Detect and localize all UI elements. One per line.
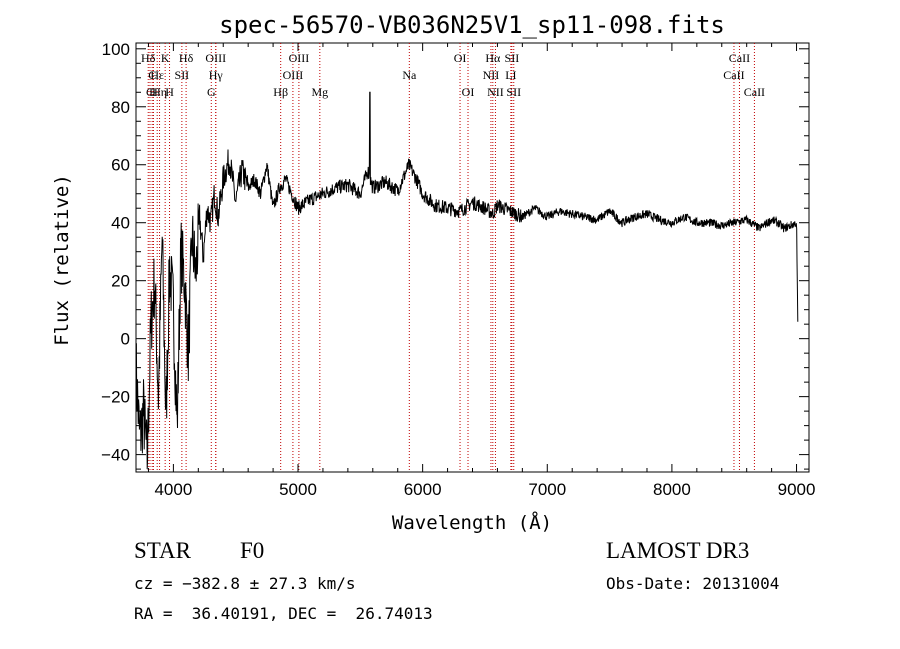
flux-line — [135, 91, 799, 470]
line-label: Hδ — [141, 51, 156, 65]
line-label: OIII — [289, 51, 310, 65]
line-label: C — [146, 85, 154, 99]
x-tick-label: 9000 — [778, 480, 816, 499]
y-tick-label: 40 — [111, 214, 130, 233]
y-tick-label: 100 — [102, 40, 130, 59]
line-label: H — [165, 85, 174, 99]
y-tick-label: −20 — [101, 388, 130, 407]
line-label: K — [161, 51, 170, 65]
line-label: Mg — [311, 85, 328, 99]
object-subclass: F0 — [240, 538, 265, 563]
x-axis-label: Wavelength (Å) — [392, 511, 552, 534]
line-label: SII — [505, 51, 520, 65]
y-tick-label: −40 — [101, 446, 130, 465]
line-label: Hη — [152, 85, 167, 99]
y-tick-label: 80 — [111, 98, 130, 117]
spectral-line-markers — [147, 43, 755, 472]
line-label: SII — [175, 68, 190, 82]
line-label: Na — [402, 68, 417, 82]
line-label: LI — [505, 68, 516, 82]
x-tick-label: 4000 — [154, 480, 192, 499]
y-tick-label: 0 — [121, 330, 130, 349]
line-label: SII — [506, 85, 521, 99]
observation-date: Obs-Date: 20131004 — [606, 574, 780, 593]
line-label: G — [207, 85, 216, 99]
y-tick-label: 60 — [111, 156, 130, 175]
flux-series — [135, 91, 799, 470]
chart-title: spec-56570-VB036N25V1_sp11-098.fits — [219, 11, 725, 39]
line-label: Hγ — [209, 68, 224, 82]
object-type: STAR — [134, 538, 191, 563]
line-label: NII — [487, 85, 504, 99]
line-label: OIII — [283, 68, 304, 82]
redshift-velocity: cz = −382.8 ± 27.3 km/s — [134, 574, 356, 593]
line-label: Hβ — [273, 85, 288, 99]
line-label: CaII — [723, 68, 744, 82]
line-label: OIII — [205, 51, 226, 65]
line-label: CaII — [729, 51, 750, 65]
line-label: H — [149, 85, 158, 99]
line-label: Hε — [150, 68, 164, 82]
line-label: OI — [454, 51, 467, 65]
y-tick-label: 20 — [111, 272, 130, 291]
y-axis-ticks: −40 −20 0 20 40 60 80 100 — [101, 40, 809, 470]
line-label: OI — [462, 85, 475, 99]
x-tick-label: 7000 — [528, 480, 566, 499]
x-tick-label: 6000 — [404, 480, 442, 499]
x-axis-ticks: 4000 5000 6000 7000 8000 9000 — [147, 43, 816, 499]
coordinates: RA = 36.40191, DEC = 26.74013 — [134, 604, 433, 623]
line-label: Hα — [485, 51, 501, 65]
line-label: CaII — [744, 85, 765, 99]
x-tick-label: 5000 — [279, 480, 317, 499]
x-tick-label: 8000 — [653, 480, 691, 499]
plot-frame — [135, 42, 810, 473]
y-axis-label: Flux (relative) — [51, 174, 73, 346]
survey-name: LAMOST DR3 — [606, 538, 750, 563]
line-label: NII — [483, 68, 500, 82]
line-label: Hδ — [179, 51, 194, 65]
line-label: C — [148, 68, 156, 82]
